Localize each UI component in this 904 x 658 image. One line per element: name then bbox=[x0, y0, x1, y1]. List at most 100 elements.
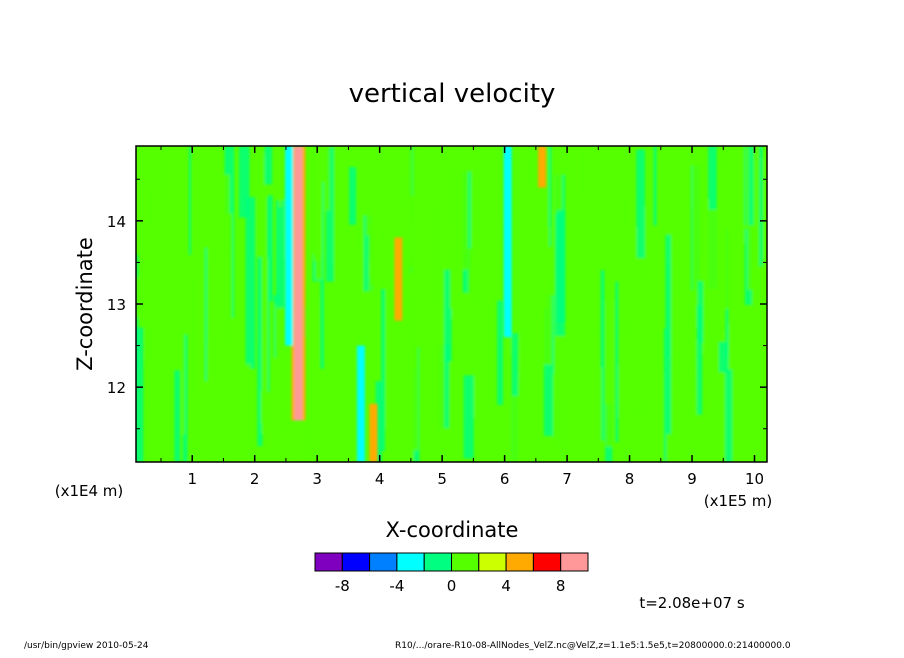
field-streak bbox=[451, 162, 457, 319]
field-streak bbox=[163, 320, 171, 462]
field-streak bbox=[759, 146, 763, 267]
field-streak bbox=[569, 259, 575, 413]
field-streak bbox=[579, 197, 582, 298]
field-streak bbox=[631, 355, 638, 462]
field-streak bbox=[708, 209, 717, 315]
field-streak bbox=[617, 364, 621, 418]
field-streak bbox=[359, 199, 366, 315]
field-streak bbox=[425, 207, 437, 413]
field-streak bbox=[267, 197, 270, 392]
field-streak bbox=[264, 146, 273, 185]
colorbar-swatch bbox=[451, 552, 480, 572]
field-streak bbox=[636, 149, 645, 259]
field-streak bbox=[380, 243, 390, 277]
field-streak bbox=[279, 179, 282, 208]
chart-title: vertical velocity bbox=[349, 79, 556, 109]
velocity-field bbox=[136, 146, 767, 462]
field-streak bbox=[399, 373, 406, 462]
field-streak bbox=[195, 273, 200, 462]
field-streak bbox=[308, 297, 318, 363]
y-scale-note: (x1E4 m) bbox=[55, 482, 124, 500]
field-streak bbox=[615, 281, 619, 442]
colorbar: -8 -4 0 4 8 bbox=[314, 552, 589, 595]
field-streak bbox=[363, 215, 373, 292]
x-tick-label: 5 bbox=[437, 470, 447, 488]
field-streak bbox=[491, 222, 503, 264]
feature-core bbox=[394, 237, 403, 321]
field-streak bbox=[483, 385, 487, 462]
x-tick-label: 4 bbox=[375, 470, 385, 488]
field-streak bbox=[275, 303, 283, 444]
field-streak bbox=[743, 146, 754, 226]
field-streak bbox=[188, 146, 192, 255]
field-streak bbox=[540, 225, 550, 276]
field-streak bbox=[160, 157, 168, 198]
field-streak bbox=[534, 159, 539, 318]
field-streak bbox=[605, 300, 614, 447]
field-streak bbox=[238, 146, 250, 218]
field-streak bbox=[724, 369, 733, 462]
field-streak bbox=[629, 280, 639, 307]
field-streak bbox=[368, 150, 376, 278]
field-streak bbox=[738, 355, 748, 462]
colorbar-swatch bbox=[369, 552, 398, 572]
field-streak bbox=[543, 146, 549, 224]
feature-core bbox=[369, 403, 378, 462]
colorbar-tick-label: -8 bbox=[335, 577, 350, 595]
field-streak bbox=[463, 375, 474, 459]
field-streak bbox=[432, 154, 441, 302]
field-streak bbox=[257, 154, 266, 330]
field-streak bbox=[556, 209, 566, 323]
feature-core bbox=[503, 146, 512, 338]
x-tick-label: 6 bbox=[500, 470, 510, 488]
field-streak bbox=[665, 234, 672, 435]
field-streak bbox=[751, 205, 759, 316]
field-streak bbox=[330, 289, 337, 393]
field-streak bbox=[548, 146, 552, 247]
field-streak bbox=[398, 173, 409, 220]
field-streak bbox=[174, 370, 181, 462]
field-streak bbox=[588, 334, 597, 382]
field-streak bbox=[245, 196, 256, 369]
field-streak bbox=[622, 341, 631, 462]
colorbar-swatch bbox=[341, 552, 371, 572]
colorbar-tick-label: 8 bbox=[556, 577, 566, 595]
field-streak bbox=[136, 277, 141, 318]
field-streak bbox=[319, 146, 330, 211]
field-streak bbox=[737, 146, 745, 243]
time-label: t=2.08e+07 s bbox=[639, 594, 745, 612]
field-streak bbox=[541, 293, 553, 365]
y-axis-label: Z-coordinate bbox=[73, 237, 97, 371]
field-streak bbox=[529, 146, 532, 206]
field-streak bbox=[468, 248, 476, 348]
field-streak bbox=[672, 248, 681, 389]
field-streak bbox=[686, 416, 695, 462]
field-streak bbox=[181, 316, 185, 435]
field-streak bbox=[582, 420, 589, 462]
field-streak bbox=[375, 381, 382, 462]
field-streak bbox=[320, 182, 324, 369]
y-tick-label: 13 bbox=[107, 296, 126, 314]
field-streak bbox=[582, 195, 587, 285]
x-tick-label: 10 bbox=[745, 470, 764, 488]
field-streak bbox=[313, 146, 322, 262]
field-streak bbox=[155, 269, 158, 317]
colorbar-tick-label: -4 bbox=[389, 577, 404, 595]
colorbar-tick-label: 0 bbox=[447, 577, 457, 595]
field-streak bbox=[433, 316, 436, 462]
field-streak bbox=[696, 305, 703, 415]
x-tick-label: 1 bbox=[187, 470, 197, 488]
field-streak bbox=[171, 183, 178, 333]
field-streak bbox=[588, 429, 599, 459]
field-streak bbox=[458, 146, 469, 270]
field-streak bbox=[381, 289, 386, 451]
field-streak bbox=[160, 146, 163, 192]
field-streak bbox=[635, 334, 645, 419]
field-streak bbox=[711, 356, 714, 396]
colorbar-tick-label: 4 bbox=[501, 577, 511, 595]
field-streak bbox=[205, 213, 215, 340]
field-streak bbox=[630, 227, 637, 266]
field-streak bbox=[368, 258, 372, 376]
